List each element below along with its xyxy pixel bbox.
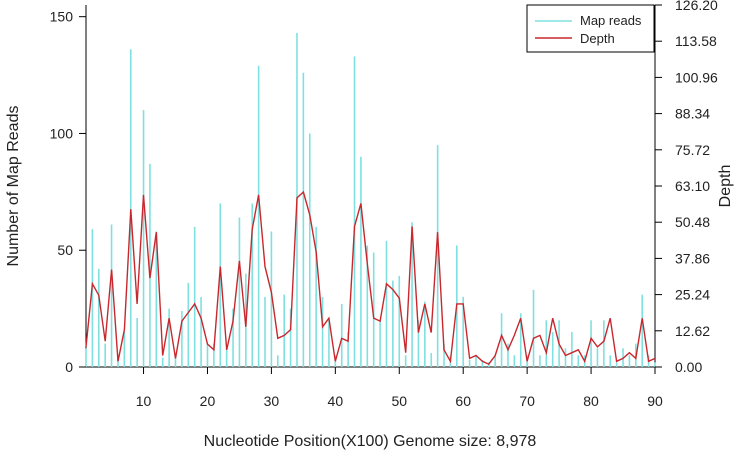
legend-label-depth: Depth — [580, 31, 615, 46]
legend-label-map-reads: Map reads — [580, 13, 642, 28]
y-right-tick-label: 75.72 — [675, 142, 710, 158]
depth-line — [85, 190, 656, 365]
y-left-tick-label: 100 — [50, 125, 74, 141]
y-right-tick-label: 126.20 — [675, 0, 718, 13]
x-tick-label: 60 — [455, 393, 471, 409]
y-right-tick-label: 12.62 — [675, 323, 710, 339]
y-right-tick-label: 113.58 — [675, 33, 717, 49]
x-axis-ticks: 10 20 30 40 50 60 70 80 90 — [136, 367, 663, 409]
x-tick-label: 90 — [647, 393, 663, 409]
x-tick-label: 80 — [583, 393, 599, 409]
y-right-axis-ticks: 0.00 12.62 25.24 37.86 50.48 63.10 75.72 88.34 1… — [655, 0, 718, 375]
x-tick-label: 20 — [200, 393, 216, 409]
y-right-axis-title: Depth — [717, 165, 734, 208]
x-tick-label: 30 — [264, 393, 280, 409]
plot-frame — [85, 5, 656, 368]
legend-box — [526, 4, 655, 53]
y-right-tick-label: 63.10 — [675, 178, 710, 194]
depth-series-line — [85, 190, 656, 365]
y-right-tick-label: 88.34 — [675, 106, 710, 122]
x-tick-label: 50 — [391, 393, 407, 409]
y-left-tick-label: 150 — [50, 9, 74, 25]
y-right-tick-label: 0.00 — [675, 359, 702, 375]
y-left-axis-title: Number of Map Reads — [5, 106, 22, 267]
x-tick-label: 70 — [519, 393, 535, 409]
x-tick-label: 10 — [136, 393, 152, 409]
legend: Map reads Depth — [526, 4, 655, 53]
y-right-tick-label: 100.96 — [675, 69, 718, 85]
map-reads-bars — [85, 33, 656, 367]
y-right-tick-label: 25.24 — [675, 287, 710, 303]
y-right-tick-label: 50.48 — [675, 214, 710, 230]
y-right-tick-label: 37.86 — [675, 250, 710, 266]
x-tick-label: 40 — [328, 393, 344, 409]
x-axis-title: Nucleotide Position(X100) Genome size: 8… — [204, 433, 537, 450]
y-left-axis-ticks: 0 50 100 150 — [50, 9, 86, 375]
y-left-tick-label: 50 — [57, 242, 73, 258]
y-left-tick-label: 0 — [65, 359, 73, 375]
